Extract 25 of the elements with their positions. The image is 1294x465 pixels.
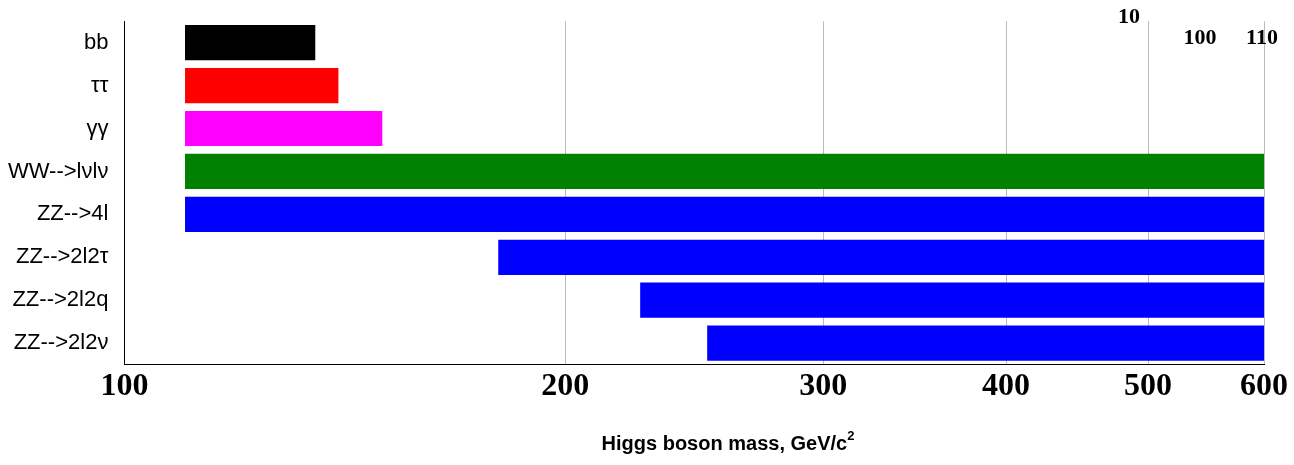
bar <box>185 196 1264 232</box>
annotation: 100 <box>1183 23 1217 49</box>
y-tick-label: γγ <box>86 114 109 140</box>
x-tick-label: 200 <box>541 366 590 403</box>
x-tick-label: 600 <box>1240 366 1288 403</box>
annotation: 110 <box>1246 23 1278 49</box>
bar <box>185 25 316 61</box>
x-tick-label: 100 <box>100 366 149 403</box>
bar <box>707 325 1264 361</box>
x-tick-label: 400 <box>982 366 1031 403</box>
bar <box>185 110 383 147</box>
x-tick-label: 500 <box>1124 366 1173 403</box>
bar <box>640 282 1264 318</box>
y-tick-label: bb <box>83 28 109 54</box>
x-tick-label: 300 <box>799 366 848 403</box>
y-tick-label: ZZ-->2l2τ <box>15 243 109 269</box>
annotation: 10 <box>1118 2 1140 28</box>
y-tick-label: ττ <box>91 71 109 97</box>
y-tick-label: WW-->lνlν <box>7 157 109 183</box>
bar <box>185 67 339 104</box>
bar <box>185 153 1264 190</box>
y-tick-label: ZZ-->2l2ν <box>13 329 109 355</box>
y-tick-label: ZZ-->4l <box>36 200 109 226</box>
bar <box>498 239 1264 275</box>
y-tick-label: ZZ-->2l2q <box>12 286 109 312</box>
